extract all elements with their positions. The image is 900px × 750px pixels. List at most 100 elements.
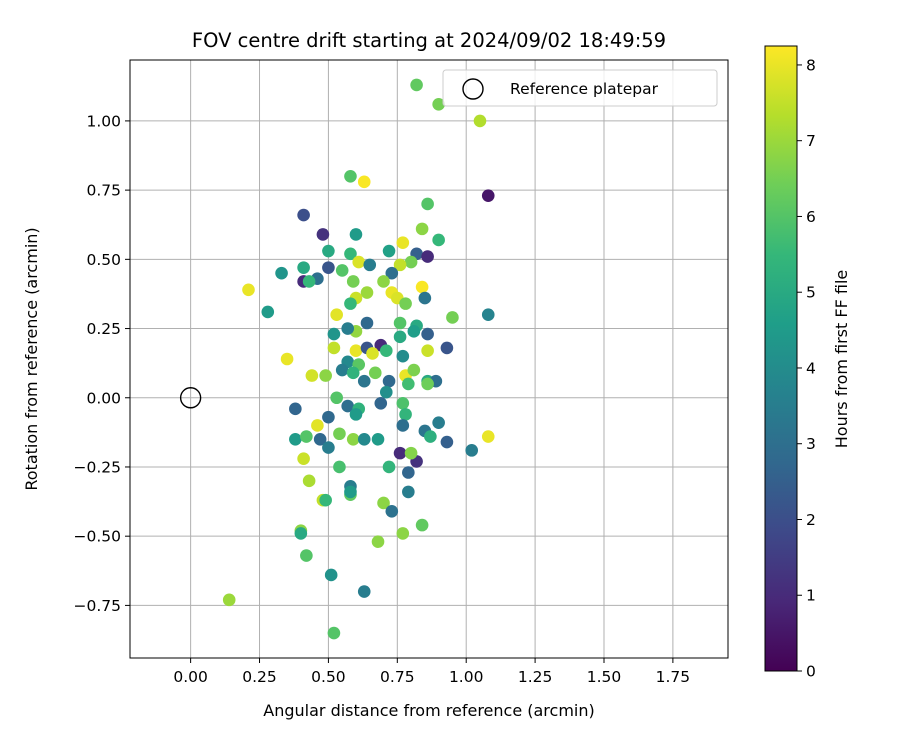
data-point	[407, 325, 421, 338]
data-point	[377, 275, 390, 288]
data-point	[382, 244, 396, 258]
colorbar-tick-label: 4	[806, 359, 816, 377]
data-point	[357, 374, 371, 388]
data-point	[280, 352, 294, 366]
x-axis-label: Angular distance from reference (arcmin)	[263, 701, 594, 720]
data-point	[393, 330, 407, 344]
data-point	[424, 430, 437, 443]
data-point	[330, 308, 343, 322]
y-tick-label: 0.00	[86, 389, 121, 407]
data-point	[327, 626, 341, 640]
data-point	[421, 377, 434, 391]
data-point	[402, 485, 415, 499]
data-point	[341, 399, 355, 413]
data-point	[421, 197, 434, 211]
data-point	[327, 327, 341, 341]
x-tick-label: 0.75	[380, 668, 415, 686]
data-point	[385, 504, 399, 518]
colorbar-ticks: 0 1 2 3 4 5 6 7 8	[797, 56, 816, 681]
data-point	[368, 366, 382, 380]
data-point	[297, 261, 310, 274]
data-point	[300, 430, 313, 443]
data-point	[357, 175, 371, 189]
data-point	[302, 275, 316, 288]
data-point	[379, 344, 393, 357]
data-point	[404, 446, 418, 460]
data-point	[344, 169, 357, 183]
data-point	[432, 233, 445, 247]
data-point	[316, 228, 330, 241]
data-point	[327, 341, 341, 355]
data-point	[275, 266, 288, 280]
data-point	[393, 258, 407, 272]
data-point	[305, 369, 319, 382]
data-point	[402, 377, 415, 391]
data-point	[393, 316, 407, 330]
data-point	[440, 435, 454, 449]
data-point	[473, 114, 487, 128]
colorbar-tick-label: 7	[806, 132, 816, 150]
y-tick-label: 1.00	[86, 112, 121, 130]
data-point	[481, 430, 495, 443]
data-point	[440, 341, 454, 355]
data-point	[385, 266, 399, 280]
data-point	[415, 518, 429, 532]
x-tick-label: 0.00	[173, 668, 208, 686]
colorbar-tick-label: 3	[806, 435, 816, 453]
data-point	[377, 496, 390, 510]
data-point	[382, 460, 396, 474]
data-point	[402, 466, 415, 479]
legend-label-reference-platepar: Reference platepar	[510, 80, 659, 98]
data-point	[322, 244, 335, 258]
data-point	[319, 369, 332, 382]
x-tick-label: 1.25	[518, 668, 553, 686]
data-point	[396, 396, 410, 410]
x-axis-ticks: 0.00 0.25 0.50 0.75 1.00 1.25 1.50 1.75	[173, 658, 690, 686]
data-point	[335, 264, 349, 277]
grid-lines	[130, 60, 728, 658]
data-point	[344, 485, 357, 499]
data-point	[399, 408, 412, 421]
data-point	[415, 222, 429, 236]
data-point	[421, 344, 434, 357]
data-point	[396, 419, 410, 432]
colorbar-label: Hours from first FF file	[832, 270, 851, 449]
colorbar-tick-label: 2	[806, 511, 816, 529]
x-tick-label: 1.75	[656, 668, 691, 686]
data-point	[446, 311, 459, 324]
data-point	[322, 261, 335, 274]
data-point	[421, 250, 434, 263]
data-point	[311, 419, 324, 432]
data-point	[421, 327, 434, 341]
data-point	[313, 432, 327, 446]
data-point	[330, 391, 343, 405]
data-point	[432, 416, 445, 429]
data-point	[297, 452, 310, 465]
colorbar-tick-label: 0	[806, 663, 816, 681]
data-point	[371, 535, 385, 549]
data-point	[261, 305, 275, 319]
colorbar-tick-label: 1	[806, 587, 816, 605]
data-point	[346, 432, 360, 446]
plot-frame	[129, 59, 729, 659]
data-point	[371, 432, 385, 446]
data-point	[289, 432, 302, 446]
colorbar-tick-label: 6	[806, 208, 816, 226]
data-point	[399, 297, 412, 310]
data-point	[349, 228, 363, 241]
data-point	[360, 316, 374, 330]
colorbar-gradient	[764, 45, 798, 672]
legend-box	[442, 69, 718, 107]
data-point	[346, 275, 360, 288]
data-point	[396, 527, 410, 540]
y-tick-label: 0.25	[86, 320, 121, 338]
x-tick-label: 1.50	[587, 668, 622, 686]
data-point	[341, 322, 355, 335]
data-point	[393, 446, 407, 460]
x-tick-label: 1.00	[449, 668, 484, 686]
data-point	[363, 258, 377, 272]
x-tick-label: 0.50	[311, 668, 346, 686]
data-point	[294, 527, 308, 540]
data-point	[344, 247, 357, 261]
